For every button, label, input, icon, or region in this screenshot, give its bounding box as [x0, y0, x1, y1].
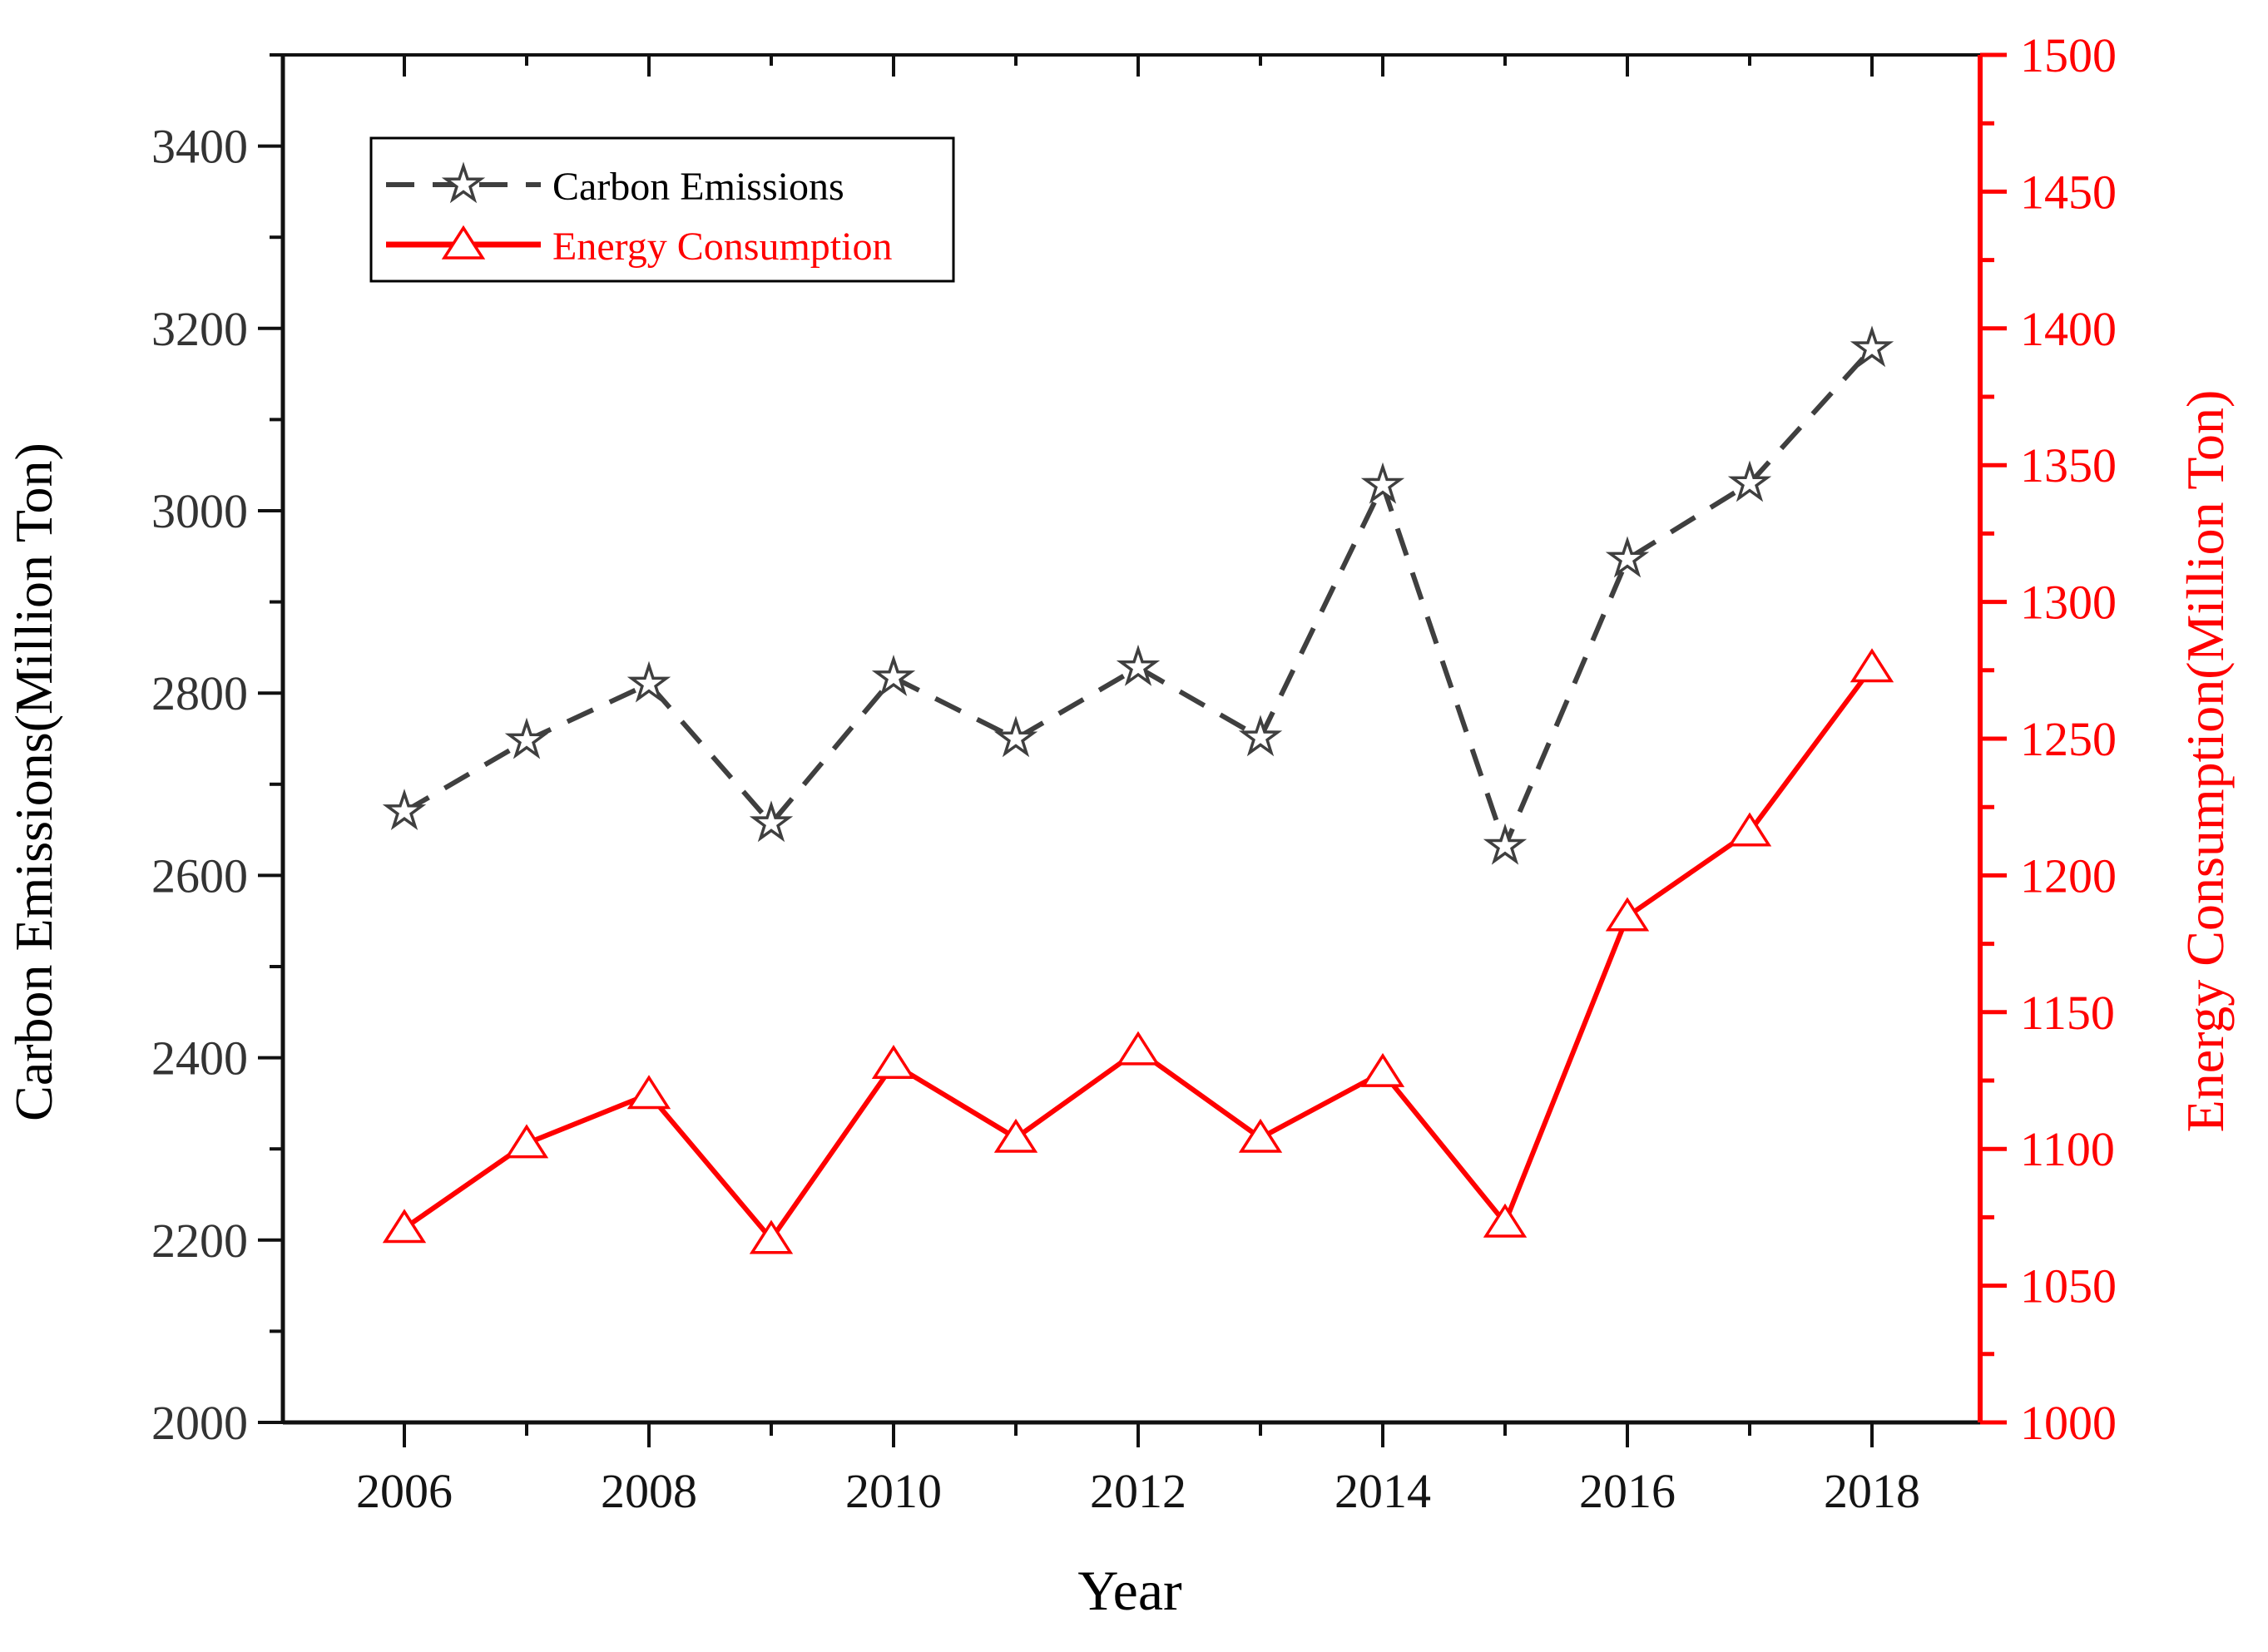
star-marker	[1727, 460, 1772, 502]
series-energy-consumption	[382, 648, 1894, 1254]
legend-label-energy-consumption: Energy Consumption	[552, 225, 892, 269]
legend-star-marker	[441, 161, 486, 204]
right-axis-tick-label: 1200	[2020, 848, 2117, 903]
right-axis-tick-label: 1050	[2020, 1259, 2117, 1313]
right-axis-tick-label: 1350	[2020, 438, 2117, 492]
left-axis-tick-label: 3400	[151, 120, 248, 174]
left-axis-tick-label: 3000	[151, 484, 248, 538]
star-marker	[1116, 644, 1161, 686]
x-axis-tick-label: 2016	[1579, 1464, 1676, 1518]
series-line-energy-consumption	[403, 665, 1874, 1242]
star-marker	[504, 717, 549, 759]
triangle-marker	[1850, 648, 1894, 683]
legend-triangle-marker	[441, 225, 486, 260]
x-axis-title: Year	[1077, 1559, 1182, 1622]
star-marker	[626, 660, 671, 703]
triangle-marker	[1360, 1052, 1405, 1087]
left-axis-tick-label: 2200	[151, 1214, 248, 1268]
right-axis-tick-label: 1150	[2020, 986, 2115, 1040]
star-marker	[382, 789, 427, 831]
triangle-marker	[749, 1219, 794, 1254]
star-marker	[1238, 715, 1283, 757]
star-marker	[1605, 536, 1650, 578]
star-marker	[1360, 462, 1405, 504]
triangle-marker	[1727, 812, 1772, 847]
right-axis-tick-label: 1100	[2020, 1122, 2115, 1176]
x-axis-tick-label: 2008	[601, 1464, 697, 1518]
triangle-marker	[1116, 1031, 1161, 1066]
left-axis-tick-label: 3200	[151, 302, 248, 356]
triangle-marker	[504, 1124, 549, 1159]
series-carbon-emissions	[382, 325, 1894, 865]
right-axis-tick-label: 1250	[2020, 712, 2117, 766]
x-axis-tick-label: 2014	[1335, 1464, 1431, 1518]
right-axis-title: Energy Consumption(Million Ton)	[2176, 390, 2235, 1133]
left-axis-tick-label: 2800	[151, 666, 248, 720]
star-marker	[993, 715, 1038, 758]
left-axis-title: Carbon Emissions(Million Ton)	[4, 443, 63, 1121]
series-line-carbon-emissions	[403, 346, 1874, 849]
legend-glyphs	[386, 161, 541, 260]
chart-generated-content: 2000 2200 2400 2600 2800 3000 3200 3400 1000 1050…	[151, 28, 2117, 1518]
right-axis-tick-label: 1000	[2020, 1396, 2117, 1450]
triangle-marker	[871, 1045, 916, 1080]
triangle-marker	[1483, 1203, 1528, 1238]
legend: Carbon Emissions Energy Consumption	[369, 136, 955, 283]
right-axis-tick-label: 1400	[2020, 302, 2117, 356]
star-marker	[1850, 325, 1894, 368]
star-marker	[871, 655, 916, 696]
x-axis-tick-label: 2012	[1090, 1464, 1186, 1518]
triangle-marker	[382, 1209, 427, 1244]
triangle-marker	[1238, 1118, 1283, 1153]
right-axis-tick-label: 1500	[2020, 28, 2117, 82]
x-axis-tick-label: 2018	[1824, 1464, 1920, 1518]
legend-label-carbon-emissions: Carbon Emissions	[552, 165, 844, 209]
triangle-marker	[626, 1075, 671, 1110]
left-axis-tick-label: 2600	[151, 848, 248, 903]
right-axis-tick-label: 1300	[2020, 576, 2117, 630]
star-marker	[749, 800, 794, 843]
triangle-marker	[1605, 897, 1650, 932]
x-axis-tick-label: 2010	[845, 1464, 942, 1518]
x-axis-tick-label: 2006	[356, 1464, 453, 1518]
right-axis-tick-label: 1450	[2020, 165, 2117, 219]
left-axis-tick-label: 2400	[151, 1031, 248, 1086]
star-marker	[1483, 823, 1528, 865]
left-axis-tick-label: 2000	[151, 1396, 248, 1450]
triangle-marker	[993, 1118, 1038, 1153]
